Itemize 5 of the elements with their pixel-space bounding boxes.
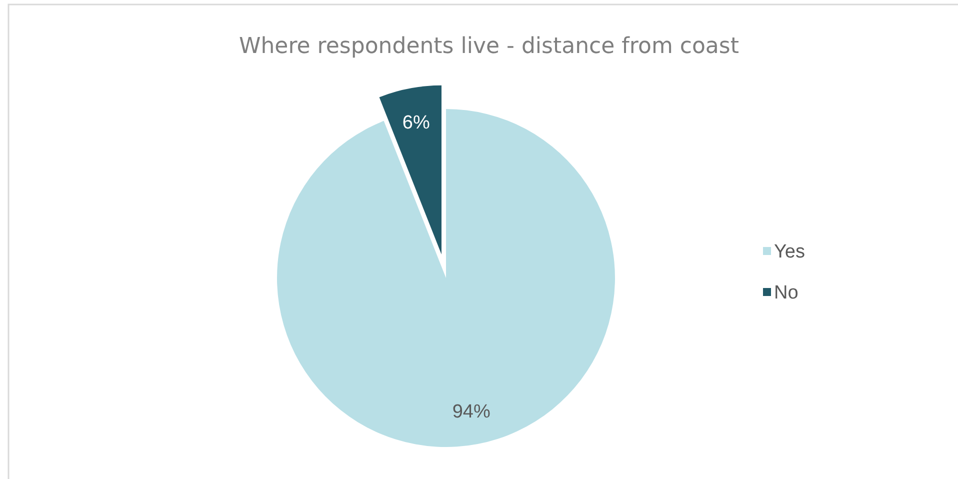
legend-label: No: [774, 282, 798, 304]
data-label: 6%: [402, 112, 430, 134]
chart-title: Where respondents live - distance from coast: [238, 34, 740, 59]
data-label: 94%: [452, 401, 490, 422]
legend-label: Yes: [774, 242, 805, 263]
